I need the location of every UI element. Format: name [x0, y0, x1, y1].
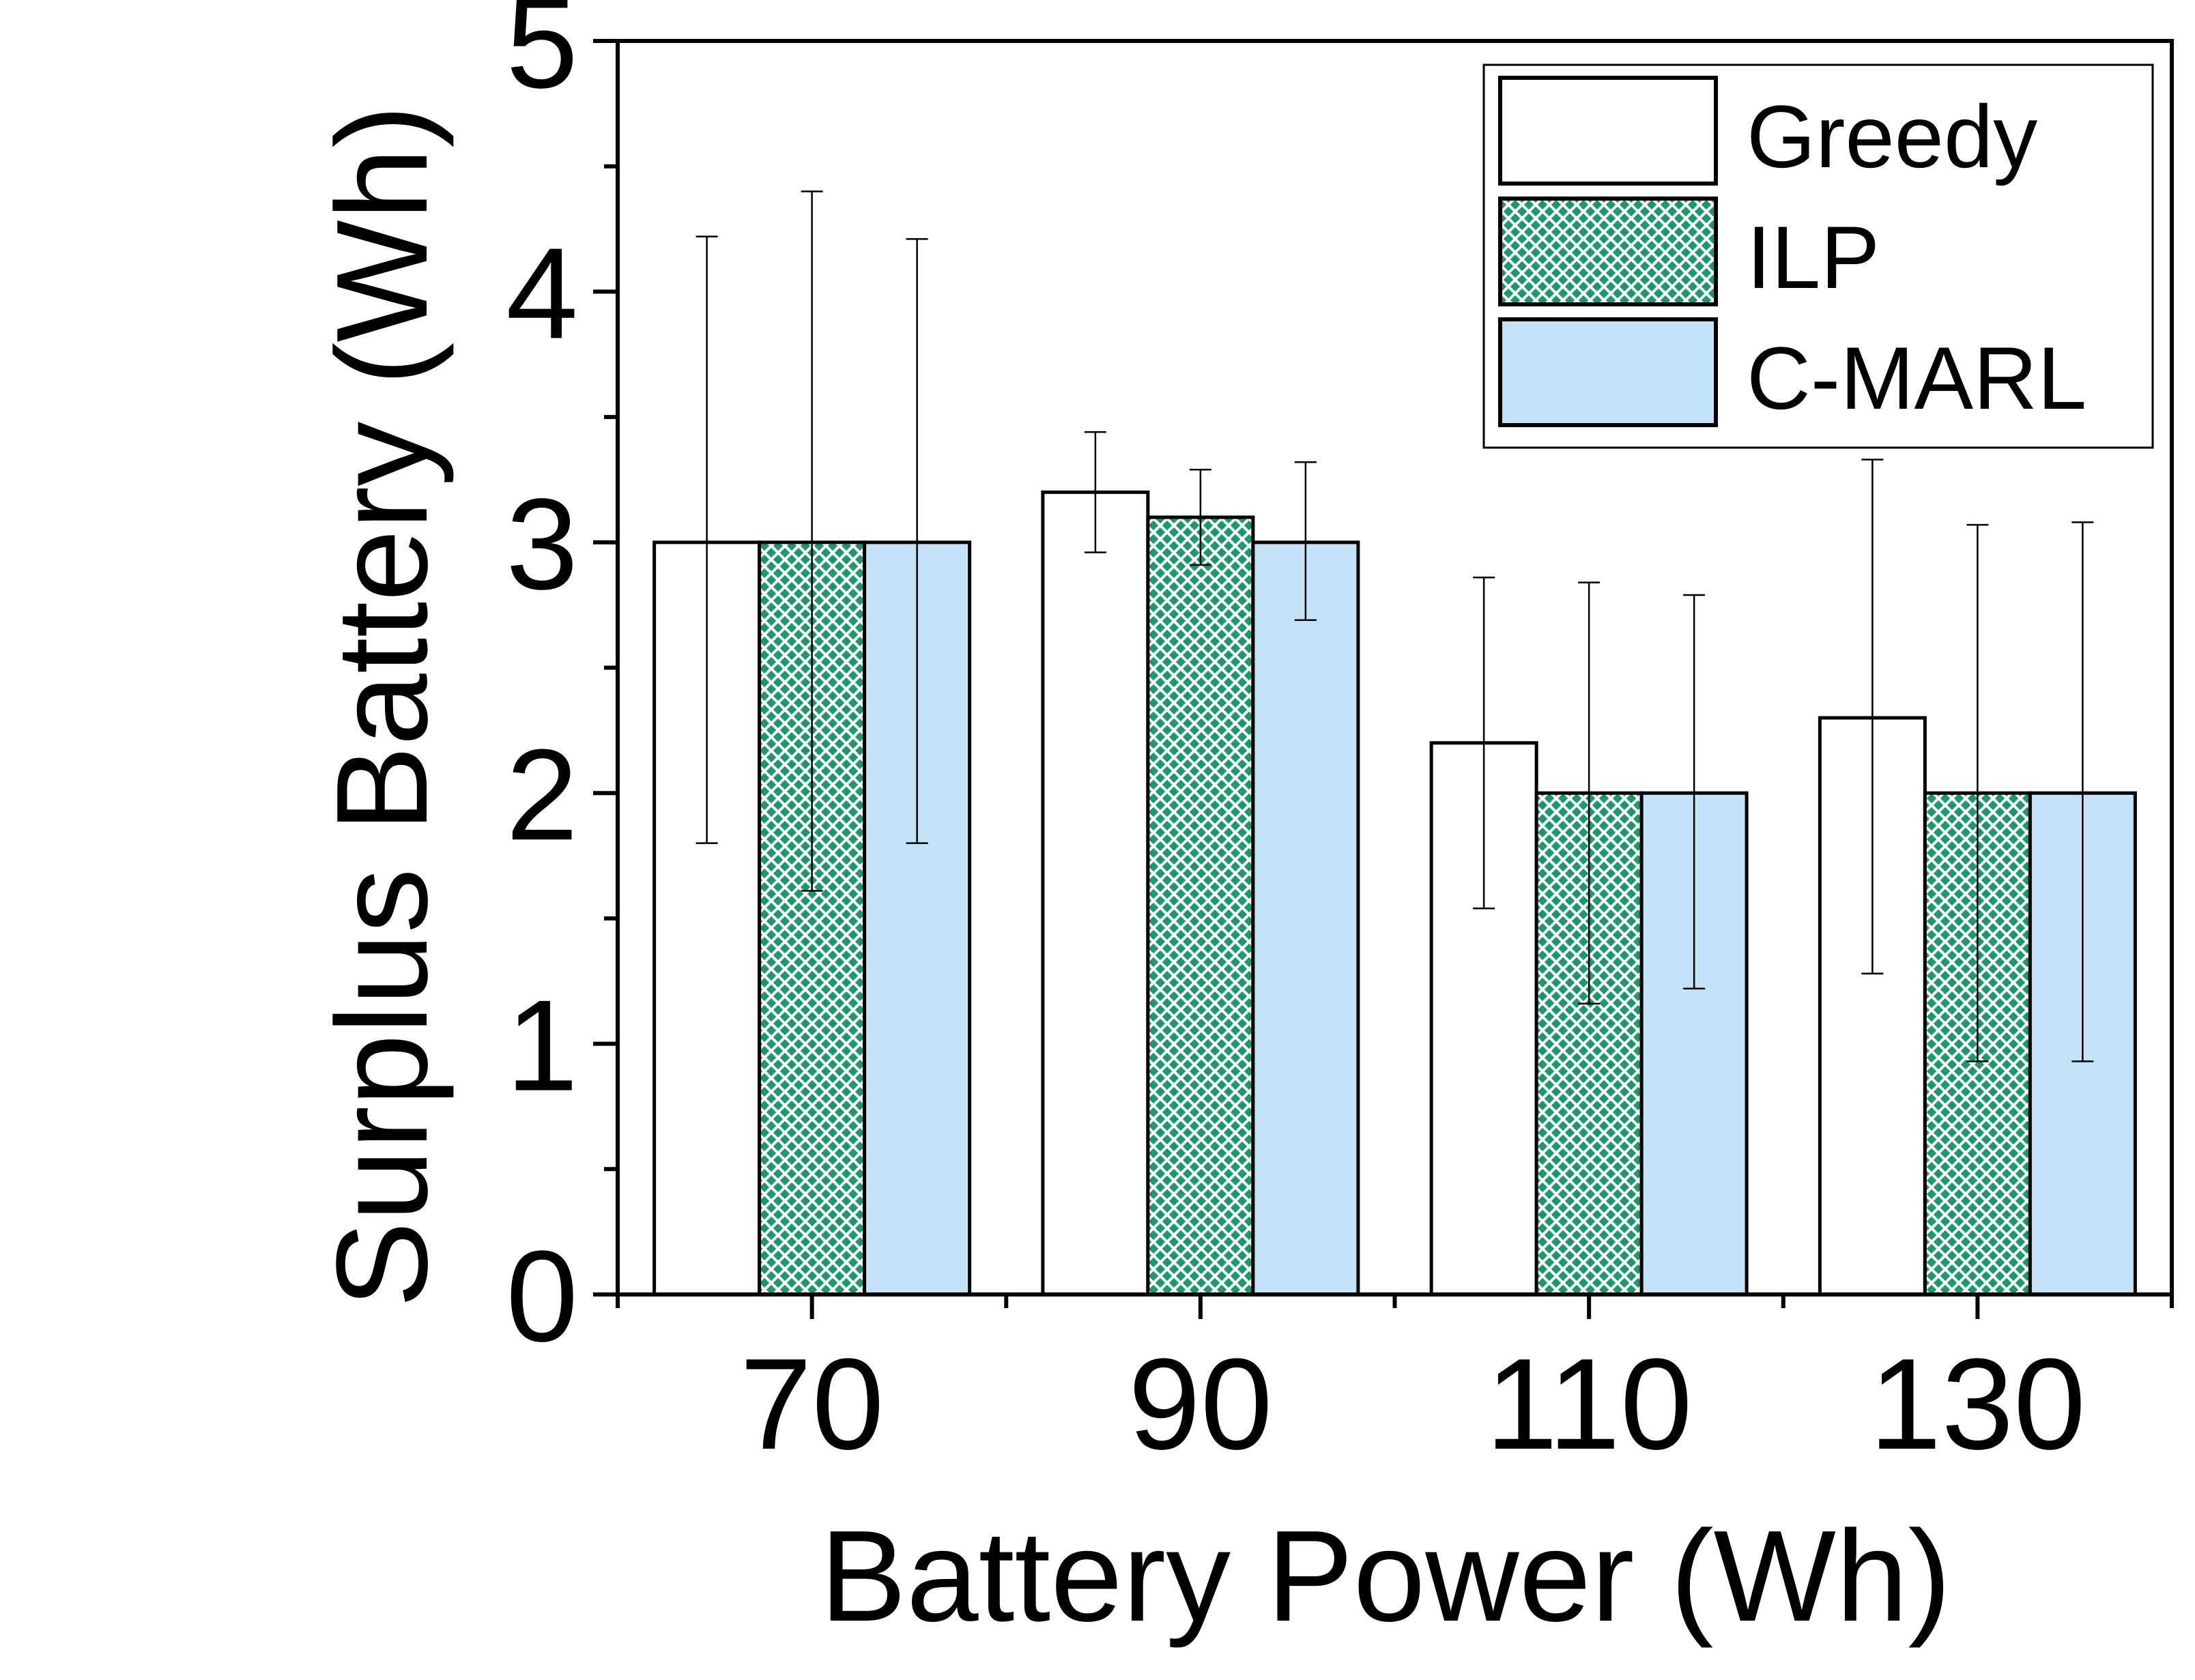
x-tick-label: 90	[1128, 1332, 1272, 1477]
x-tick-label: 70	[740, 1332, 884, 1477]
axes: 0 1 2 3 4 5 70 90 110 130	[506, 0, 2174, 1477]
legend-label: Greedy	[1747, 87, 2037, 186]
legend-swatch	[1498, 76, 1718, 186]
y-tick-label: 5	[506, 0, 578, 115]
error-bar-ilp-70	[801, 190, 823, 892]
error-bar-greedy-130	[1861, 459, 1884, 974]
y-axis-label: Surplus Battery (Wh)	[310, 104, 455, 1307]
error-bar-greedy-70	[695, 235, 718, 844]
bar-ilp-90	[1146, 515, 1255, 1297]
x-axis-label: Battery Power (Wh)	[820, 1504, 1951, 1649]
y-tick-label: 2	[506, 723, 578, 867]
error-bar-ilp-110	[1578, 581, 1601, 1005]
x-tick-label: 110	[1486, 1332, 1693, 1477]
legend-label: ILP	[1747, 207, 1880, 307]
error-bar-c-marl-90	[1294, 461, 1317, 621]
legend-label: C-MARL	[1747, 328, 2086, 428]
legend-item-greedy: Greedy	[1498, 76, 2037, 186]
x-tick-label: 130	[1869, 1332, 2086, 1477]
legend-item-ilp: ILP	[1498, 197, 1880, 307]
legend-item-c-marl: C-MARL	[1498, 317, 2086, 428]
error-bar-greedy-90	[1084, 431, 1106, 553]
legend-swatch	[1498, 197, 1718, 306]
y-tick-label: 0	[506, 1224, 578, 1369]
bar-greedy-90	[1041, 490, 1150, 1297]
bar-c-marl-90	[1251, 540, 1360, 1297]
error-bar-ilp-130	[1966, 523, 1989, 1062]
error-bar-c-marl-110	[1683, 594, 1706, 990]
error-bar-ilp-90	[1189, 469, 1211, 566]
y-tick-label: 4	[506, 221, 578, 366]
error-bar-c-marl-70	[906, 237, 928, 844]
legend-swatch	[1498, 317, 1718, 427]
plot-area	[652, 490, 2137, 1297]
legend: Greedy ILP C-MARL	[1482, 63, 2154, 449]
error-bar-c-marl-130	[2071, 521, 2094, 1062]
error-bar-greedy-110	[1473, 576, 1495, 910]
error-bars	[695, 190, 2094, 1062]
y-tick-label: 3	[506, 472, 578, 617]
y-tick-label: 1	[506, 974, 578, 1118]
